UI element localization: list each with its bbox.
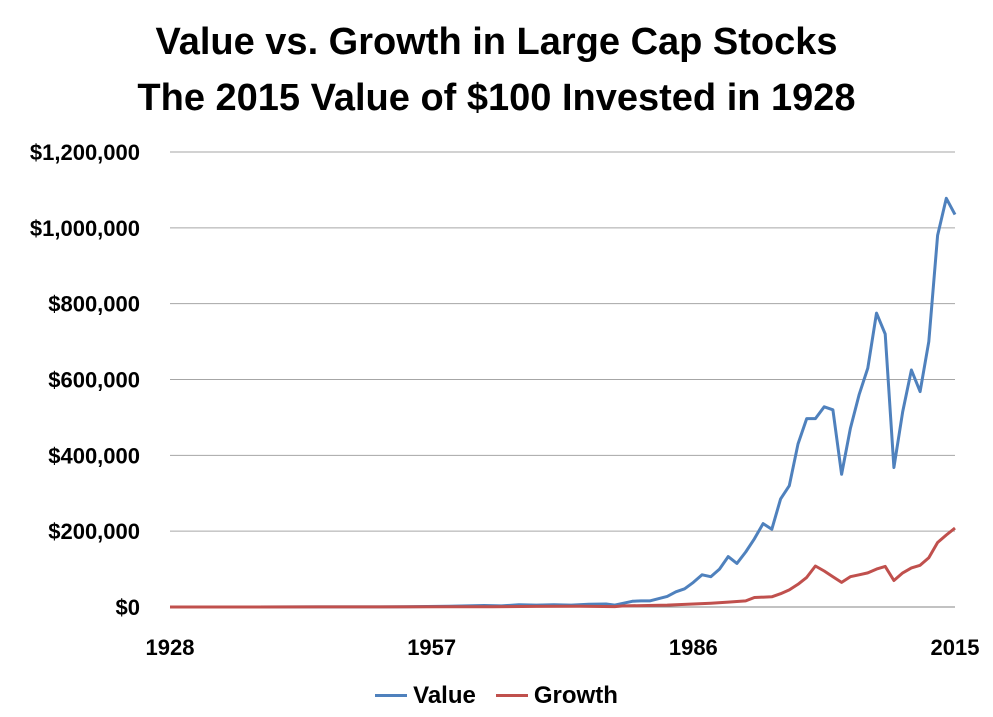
x-axis-tick-labels: 1928 1957 1986 2015: [146, 635, 980, 660]
chart-subtitle: The 2015 Value of $100 Invested in 1928: [137, 77, 856, 119]
y-tick-label: $1,000,000: [30, 216, 140, 241]
legend-item-value: Value: [375, 682, 476, 710]
y-axis-tick-labels: $0 $200,000 $400,000 $600,000 $800,000 $1,000…: [30, 140, 140, 620]
x-tick-label: 1986: [669, 635, 718, 660]
x-tick-label: 2015: [931, 635, 980, 660]
series-line-value: [170, 196, 957, 609]
y-tick-label: $600,000: [48, 368, 140, 393]
chart-title-line: Value vs. Growth in Large Cap Stocks: [155, 21, 838, 63]
legend-swatch: [495, 694, 528, 697]
x-tick-label: 1928: [146, 635, 195, 660]
legend-item-growth: Growth: [495, 681, 618, 710]
legend-label: Growth: [533, 681, 618, 709]
y-tick-label: $1,200,000: [30, 140, 140, 165]
y-tick-label: $200,000: [48, 519, 140, 544]
series-lines: [169, 196, 957, 609]
y-tick-label: $800,000: [48, 292, 140, 317]
chart-title: Value vs. Growth in Large Cap Stocks The…: [0, 14, 993, 126]
legend-label: Value: [413, 681, 476, 709]
y-tick-label: $400,000: [48, 443, 140, 468]
legend: Value Growth: [0, 676, 993, 710]
x-tick-label: 1957: [407, 635, 456, 660]
gridlines: [170, 151, 955, 608]
legend-swatch: [375, 694, 408, 697]
y-tick-label: $0: [116, 595, 140, 620]
series-line-growth: [169, 526, 956, 609]
